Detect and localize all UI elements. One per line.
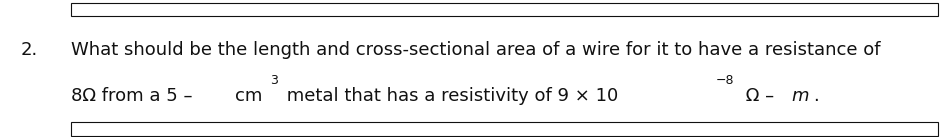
- Text: −8: −8: [715, 74, 733, 87]
- Text: m: m: [790, 87, 808, 105]
- Text: What should be the length and cross-sectional area of a wire for it to have a re: What should be the length and cross-sect…: [71, 42, 880, 59]
- Text: .: .: [813, 87, 818, 105]
- Text: Ω –: Ω –: [739, 87, 779, 105]
- Text: 8Ω from a 5 –: 8Ω from a 5 –: [71, 87, 198, 105]
- Text: 3: 3: [270, 74, 278, 87]
- Text: 2.: 2.: [21, 42, 38, 59]
- Bar: [71, 3, 937, 16]
- Bar: [71, 122, 937, 136]
- Text: metal that has a resistivity of 9 × 10: metal that has a resistivity of 9 × 10: [280, 87, 617, 105]
- Text: cm: cm: [235, 87, 262, 105]
